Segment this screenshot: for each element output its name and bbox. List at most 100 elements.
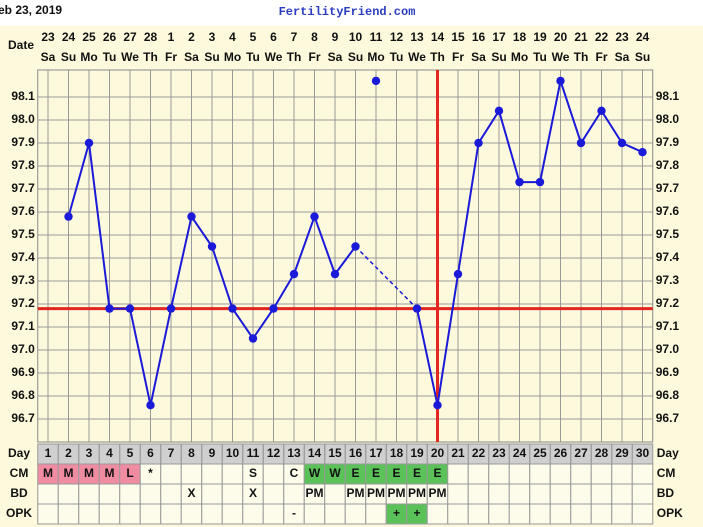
date-label: 16 (472, 30, 486, 44)
temperature-point (412, 304, 422, 313)
table-cell (180, 463, 203, 485)
day-number: 9 (209, 446, 216, 460)
table-cell (119, 483, 141, 505)
table-cell (139, 483, 162, 505)
weekday-label: Su (635, 50, 650, 64)
day-number: 3 (86, 446, 93, 460)
table-cell (447, 483, 469, 505)
temperature-point (187, 212, 196, 221)
day-number: 11 (247, 446, 260, 460)
table-cell (324, 503, 346, 525)
cell-text: PM (429, 486, 447, 500)
y-tick-label-right: 97.1 (656, 319, 680, 333)
weekday-label: Su (61, 50, 76, 64)
table-cell (139, 503, 162, 525)
cell-text: L (126, 466, 133, 480)
plot-frame (37, 69, 654, 443)
cell-text: - (292, 506, 296, 520)
weekday-label: Su (204, 50, 219, 64)
day-number: 1 (45, 446, 52, 460)
table-cell (447, 463, 469, 485)
temperature-point (248, 334, 258, 343)
table-cell (303, 503, 326, 525)
date-label: 18 (513, 30, 527, 44)
temperature-point (453, 269, 463, 279)
table-cell (201, 503, 223, 525)
day-number: 22 (472, 446, 486, 460)
day-number: 30 (636, 446, 650, 460)
cell-text: E (372, 466, 380, 480)
table-cell (508, 483, 531, 505)
day-number: 18 (390, 446, 404, 460)
day-number: 19 (410, 446, 424, 460)
y-tick-label-right: 97.4 (656, 250, 680, 264)
y-tick-label-right: 97.7 (656, 181, 680, 195)
table-cell (98, 503, 121, 525)
date-label: 17 (492, 30, 506, 44)
cell-text: * (148, 466, 153, 480)
table-cell (201, 463, 223, 485)
table-cell (508, 503, 531, 525)
day-number: 4 (106, 446, 113, 460)
temperature-point (535, 177, 545, 187)
table-cell (447, 503, 469, 525)
date-label: 10 (349, 30, 363, 44)
day-number: 17 (369, 446, 383, 460)
weekday-label: We (121, 50, 139, 64)
day-number: 20 (431, 446, 445, 460)
row-label: CM (10, 466, 29, 480)
temperature-point (433, 401, 442, 410)
weekday-label: We (552, 50, 570, 64)
weekday-label: We (265, 50, 283, 64)
cell-text: E (351, 466, 359, 480)
cell-text: PM (306, 486, 324, 500)
date-label: 8 (311, 30, 318, 44)
weekday-label: We (408, 50, 426, 64)
table-cell (262, 483, 285, 505)
y-tick-label: 96.8 (11, 388, 35, 402)
cell-text: X (187, 486, 195, 500)
y-tick-label-right: 97.8 (656, 158, 680, 172)
weekday-label: Sa (328, 50, 343, 64)
cell-text: M (64, 466, 74, 480)
y-tick-label: 97.5 (11, 227, 35, 241)
y-tick-label: 97.2 (11, 296, 35, 310)
day-number: 8 (188, 446, 195, 460)
day-number: 7 (168, 446, 175, 460)
table-cell (98, 483, 121, 505)
table-cell (570, 483, 592, 505)
table-cell (570, 503, 592, 525)
date-label: 3 (209, 30, 216, 44)
row-label-right: OPK (657, 506, 683, 520)
table-cell (78, 503, 100, 525)
header-date: eb 23, 2019 (0, 3, 62, 17)
weekday-label: Su (348, 50, 363, 64)
weekday-label: Th (574, 50, 589, 64)
table-cell (262, 463, 285, 485)
date-label: 24 (636, 30, 650, 44)
temperature-point (638, 148, 647, 157)
weekday-label: Tu (246, 50, 260, 64)
weekday-label: Su (491, 50, 506, 64)
weekday-label: Tu (103, 50, 117, 64)
date-label: 15 (451, 30, 465, 44)
temperature-point (269, 304, 278, 313)
date-label: 1 (168, 30, 175, 44)
temperature-point (105, 304, 114, 313)
cell-text: M (105, 466, 115, 480)
table-cell (57, 503, 80, 525)
table-cell (37, 503, 59, 525)
cell-text: E (413, 466, 421, 480)
table-cell (590, 503, 613, 525)
weekday-label: Fr (309, 50, 321, 64)
row-label: BD (10, 486, 28, 500)
temperature-point (330, 269, 340, 279)
table-cell (570, 463, 592, 485)
weekday-label: Fr (596, 50, 608, 64)
cell-text: W (329, 466, 341, 480)
cell-text: C (290, 466, 299, 480)
weekday-label: Fr (165, 50, 177, 64)
date-label: 11 (370, 30, 383, 44)
table-cell (631, 463, 654, 485)
y-tick-label-right: 97.0 (656, 342, 680, 356)
